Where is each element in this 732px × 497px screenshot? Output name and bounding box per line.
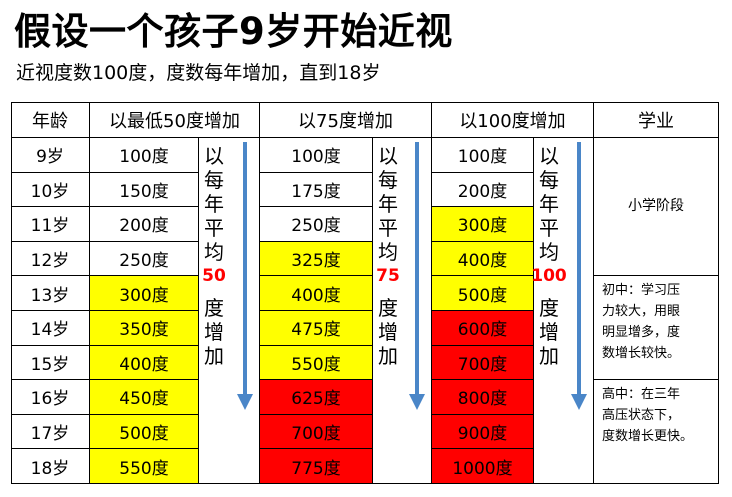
degree-cell: 400度	[260, 276, 373, 311]
age-cell: 16岁	[11, 380, 90, 415]
degree-cell: 500度	[432, 276, 534, 311]
study-middle: 初中：学习压 力较大，用眼 明显增多，度 数增长较快。	[594, 276, 719, 381]
degree-cell: 550度	[260, 345, 373, 381]
header-75: 以75度增加	[260, 102, 432, 138]
header-50: 以最低50度增加	[90, 102, 260, 138]
study-high-line: 高中：在三年	[602, 387, 681, 403]
down-arrow-icon	[409, 142, 425, 410]
rate-strip: 以每年平均 75 度增加	[373, 138, 432, 484]
rate-strip: 以每年平均 50 度增加	[199, 138, 260, 484]
age-cell: 13岁	[11, 276, 90, 311]
header-100: 以100度增加	[432, 102, 594, 138]
degree-cell: 300度	[90, 276, 199, 311]
degree-cell: 325度	[260, 241, 373, 277]
study-high-line: 度数增长更快。	[602, 429, 694, 445]
rate-annotation-bottom: 度增加	[378, 296, 398, 368]
study-middle-line: 数增长较快。	[602, 346, 681, 362]
degree-cell: 475度	[260, 311, 373, 346]
page-subtitle: 近视度数100度，度数每年增加，直到18岁	[16, 62, 381, 84]
age-cell: 15岁	[11, 345, 90, 381]
rate-annotation-bottom: 度增加	[539, 296, 559, 368]
study-primary: 小学阶段	[594, 138, 719, 277]
study-middle-line: 力较大，用眼	[602, 304, 681, 320]
degree-cell: 250度	[260, 207, 373, 242]
rate-annotation-top: 以每年平均	[378, 144, 398, 264]
degree-cell: 200度	[432, 172, 534, 208]
degree-cell: 100度	[90, 138, 199, 173]
degree-cell: 700度	[260, 414, 373, 450]
header-age: 年龄	[11, 102, 90, 138]
degree-cell: 625度	[260, 380, 373, 415]
degree-cell: 150度	[90, 172, 199, 208]
degree-cell: 550度	[90, 449, 199, 484]
down-arrow-icon	[237, 142, 253, 410]
header-study: 学业	[594, 102, 719, 138]
study-high-line: 高压状态下，	[602, 408, 681, 424]
degree-cell: 200度	[90, 207, 199, 242]
degree-cell: 100度	[432, 138, 534, 173]
degree-cell: 700度	[432, 345, 534, 381]
down-arrow-icon	[571, 142, 587, 410]
degree-cell: 775度	[260, 449, 373, 484]
degree-cell: 350度	[90, 311, 199, 346]
degree-cell: 100度	[260, 138, 373, 173]
rate-strip: 以每年平均 100 度增加	[531, 138, 594, 484]
degree-cell: 175度	[260, 172, 373, 208]
age-cell: 17岁	[11, 414, 90, 450]
degree-cell: 1000度	[432, 449, 534, 484]
age-cell: 9岁	[11, 138, 90, 173]
rate-value: 75	[376, 266, 400, 286]
rate-value: 50	[202, 266, 226, 286]
degree-cell: 450度	[90, 380, 199, 415]
rate-annotation-top: 以每年平均	[204, 144, 224, 264]
rate-annotation: 以每年平均 75 度增加	[375, 144, 401, 368]
degree-cell: 800度	[432, 380, 534, 415]
age-cell: 18岁	[11, 449, 90, 484]
age-cell: 11岁	[11, 207, 90, 242]
degree-cell: 250度	[90, 241, 199, 277]
age-cell: 10岁	[11, 172, 90, 208]
rate-annotation-top: 以每年平均	[539, 144, 559, 264]
rate-annotation: 以每年平均 100 度增加	[531, 144, 567, 368]
degree-cell: 400度	[90, 345, 199, 381]
degree-cell: 900度	[432, 414, 534, 450]
study-middle-line: 明显增多，度	[602, 325, 681, 341]
degree-cell: 300度	[432, 207, 534, 242]
study-middle-line: 初中：学习压	[602, 283, 681, 299]
age-cell: 14岁	[11, 311, 90, 346]
rate-annotation: 以每年平均 50 度增加	[201, 144, 227, 368]
study-high: 高中：在三年 高压状态下， 度数增长更快。	[594, 380, 719, 484]
page-title: 假设一个孩子9岁开始近视	[14, 10, 453, 53]
age-cell: 12岁	[11, 241, 90, 277]
rate-value: 100	[531, 266, 567, 286]
degree-cell: 600度	[432, 311, 534, 346]
degree-cell: 400度	[432, 241, 534, 277]
degree-cell: 500度	[90, 414, 199, 450]
rate-annotation-bottom: 度增加	[204, 296, 224, 368]
